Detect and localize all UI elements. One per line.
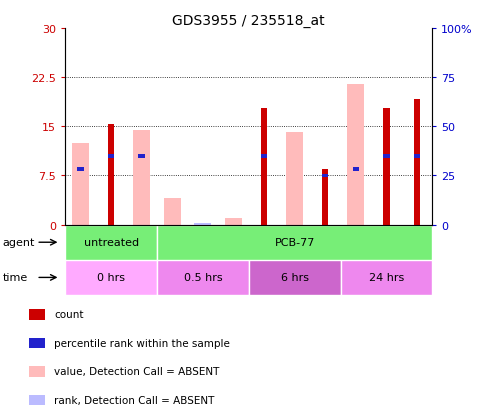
Text: count: count <box>54 310 84 320</box>
Bar <box>225 218 242 225</box>
Bar <box>261 109 267 225</box>
Bar <box>77 168 84 171</box>
Text: value, Detection Call = ABSENT: value, Detection Call = ABSENT <box>54 366 220 377</box>
Bar <box>28 366 45 377</box>
FancyBboxPatch shape <box>249 260 341 295</box>
Text: rank, Detection Call = ABSENT: rank, Detection Call = ABSENT <box>54 395 214 405</box>
Bar <box>133 130 150 225</box>
Text: 0 hrs: 0 hrs <box>97 273 125 283</box>
Text: untreated: untreated <box>84 237 139 248</box>
Bar <box>286 132 303 225</box>
FancyBboxPatch shape <box>157 260 249 295</box>
Bar <box>261 154 267 158</box>
Text: percentile rank within the sample: percentile rank within the sample <box>54 338 230 348</box>
Bar <box>108 125 114 225</box>
Bar <box>195 223 211 225</box>
Bar <box>139 154 145 158</box>
Bar <box>347 85 364 225</box>
Text: PCB-77: PCB-77 <box>274 237 315 248</box>
Bar <box>322 169 328 225</box>
Bar <box>72 143 89 225</box>
FancyBboxPatch shape <box>341 260 432 295</box>
Bar <box>28 338 45 348</box>
Text: time: time <box>2 273 28 283</box>
Bar <box>414 154 420 158</box>
FancyBboxPatch shape <box>65 225 157 260</box>
Bar <box>164 199 181 225</box>
Bar <box>28 395 45 405</box>
Text: agent: agent <box>2 237 35 248</box>
FancyBboxPatch shape <box>65 260 157 295</box>
Bar <box>322 174 328 178</box>
FancyBboxPatch shape <box>157 225 432 260</box>
Bar <box>383 109 390 225</box>
Bar <box>353 168 359 171</box>
Title: GDS3955 / 235518_at: GDS3955 / 235518_at <box>172 14 325 28</box>
Text: 0.5 hrs: 0.5 hrs <box>184 273 222 283</box>
Text: 24 hrs: 24 hrs <box>369 273 404 283</box>
Bar <box>383 154 390 158</box>
Bar <box>108 154 114 158</box>
Text: 6 hrs: 6 hrs <box>281 273 309 283</box>
Bar <box>28 309 45 320</box>
Bar <box>414 100 420 225</box>
Bar <box>195 223 211 225</box>
